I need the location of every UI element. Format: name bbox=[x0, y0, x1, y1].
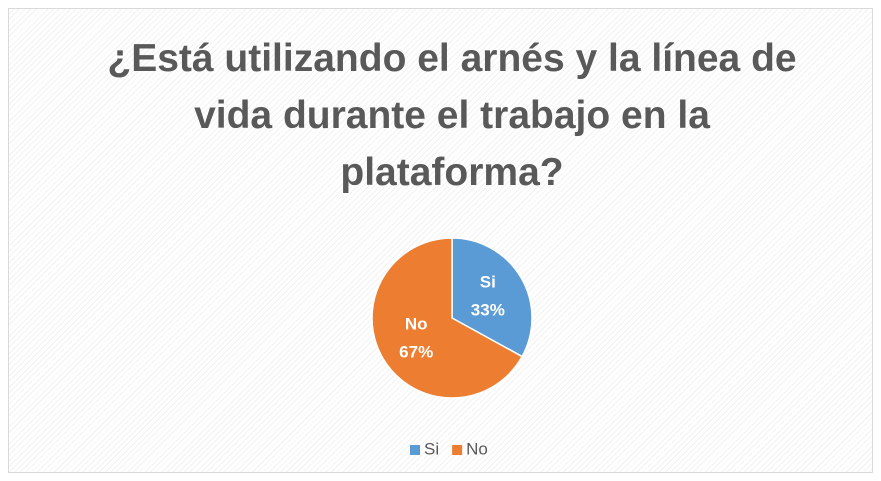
data-label-value: 33% bbox=[471, 300, 505, 319]
pie-slice bbox=[371, 237, 524, 399]
data-label-category: Si bbox=[480, 272, 496, 291]
legend-swatch bbox=[410, 445, 420, 455]
legend-swatch bbox=[452, 445, 463, 455]
chart-title: ¿Está utilizando el arnés y la línea de … bbox=[107, 37, 797, 194]
legend-label: No bbox=[466, 439, 488, 458]
pie-slice bbox=[451, 237, 533, 358]
legend-label: Si bbox=[424, 439, 439, 458]
data-label-category: No bbox=[405, 315, 428, 334]
data-label-value: 67% bbox=[399, 343, 433, 362]
